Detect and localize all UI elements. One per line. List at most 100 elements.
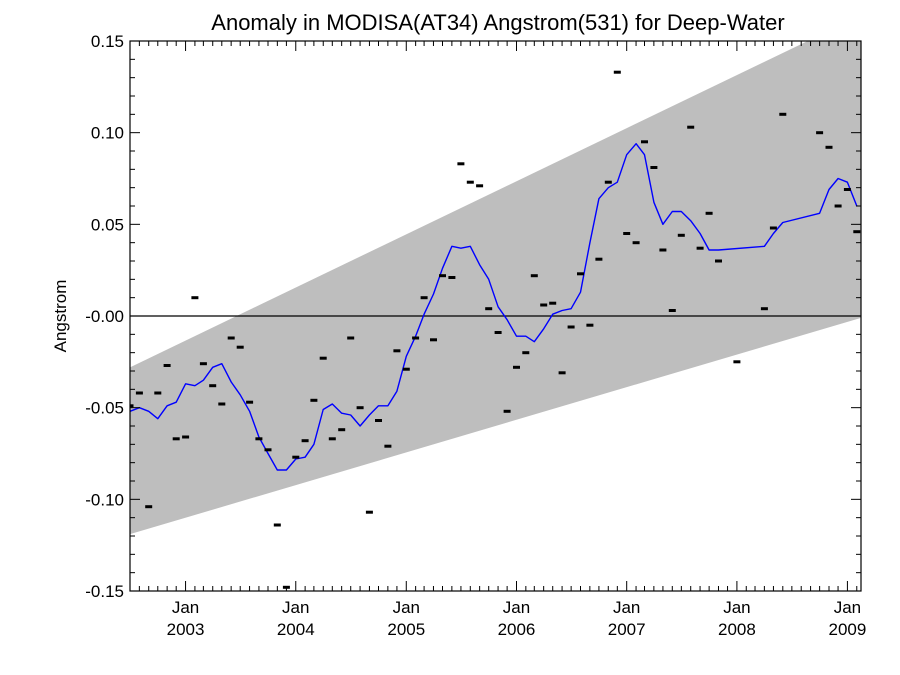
data-point bbox=[659, 248, 667, 252]
data-point bbox=[227, 336, 235, 340]
x-tick-month-label: Jan bbox=[172, 598, 199, 617]
data-point bbox=[650, 166, 658, 169]
data-point bbox=[430, 338, 437, 342]
data-point bbox=[595, 257, 603, 261]
chart-title: Anomaly in MODISA(AT34) Angstrom(531) fo… bbox=[211, 10, 784, 35]
x-tick-year-label: 2006 bbox=[498, 620, 536, 639]
x-tick-year-label: 2008 bbox=[718, 620, 756, 639]
data-point bbox=[154, 391, 162, 395]
trend-band bbox=[130, 41, 861, 535]
y-tick-label: 0.05 bbox=[91, 215, 124, 234]
data-point bbox=[540, 303, 548, 307]
y-tick-label: -0.10 bbox=[85, 490, 124, 509]
ticks-layer bbox=[129, 40, 861, 592]
trend-band-layer bbox=[130, 41, 861, 535]
y-axis-label: Angstrom bbox=[51, 280, 70, 353]
data-point bbox=[356, 406, 364, 410]
data-point bbox=[513, 365, 520, 369]
data-point bbox=[558, 371, 566, 375]
data-point bbox=[145, 505, 153, 509]
data-point bbox=[733, 360, 741, 364]
data-point bbox=[623, 232, 631, 235]
x-tick-month-label: Jan bbox=[282, 598, 309, 617]
y-tick-label: 0.15 bbox=[91, 32, 124, 51]
x-tick-year-label: 2007 bbox=[608, 620, 646, 639]
x-tick-year-label: 2009 bbox=[828, 620, 866, 639]
y-tick-label: -0.05 bbox=[85, 399, 124, 418]
data-point bbox=[705, 211, 713, 215]
data-point bbox=[641, 140, 648, 144]
smooth-line bbox=[130, 142, 858, 471]
data-point bbox=[816, 131, 824, 135]
data-point bbox=[448, 276, 456, 279]
x-tick-year-label: 2005 bbox=[387, 620, 425, 639]
data-point bbox=[843, 188, 851, 191]
data-point bbox=[292, 455, 300, 459]
data-point bbox=[825, 145, 833, 149]
data-point bbox=[319, 356, 327, 360]
data-point bbox=[246, 400, 254, 404]
data-point bbox=[420, 296, 428, 300]
data-point bbox=[715, 259, 722, 263]
data-point bbox=[402, 367, 410, 371]
data-point bbox=[199, 362, 207, 366]
data-point bbox=[375, 419, 382, 422]
tick-labels-layer: -0.15 -0.10 -0.05 -0.00 0.05 0.10 0.15 Jan 2003 J… bbox=[85, 32, 866, 639]
data-point bbox=[476, 184, 484, 188]
data-point bbox=[668, 309, 676, 312]
data-point bbox=[530, 274, 538, 278]
data-point bbox=[393, 349, 401, 353]
data-point bbox=[586, 323, 594, 327]
x-tick-year-label: 2003 bbox=[167, 620, 205, 639]
data-point bbox=[191, 296, 199, 300]
data-point bbox=[632, 241, 640, 245]
data-point bbox=[209, 384, 217, 388]
data-point bbox=[163, 364, 171, 367]
x-tick-month-label: Jan bbox=[723, 598, 750, 617]
data-point bbox=[549, 301, 557, 305]
data-point bbox=[696, 246, 704, 250]
x-tick-month-label: Jan bbox=[503, 598, 530, 617]
x-tick-month-label: Jan bbox=[393, 598, 420, 617]
data-point bbox=[687, 125, 695, 129]
data-point bbox=[384, 444, 392, 448]
data-point bbox=[522, 351, 530, 355]
data-point bbox=[457, 162, 465, 166]
data-point bbox=[494, 331, 502, 334]
data-point bbox=[172, 437, 180, 441]
data-point bbox=[135, 391, 143, 395]
data-point bbox=[338, 428, 346, 432]
data-point bbox=[760, 307, 768, 311]
data-point bbox=[485, 307, 493, 311]
data-point bbox=[604, 180, 612, 184]
data-point bbox=[328, 437, 336, 441]
y-tick-label: -0.00 bbox=[85, 307, 124, 326]
data-point bbox=[218, 402, 226, 406]
data-point bbox=[365, 510, 373, 514]
smooth-line-layer bbox=[130, 142, 858, 471]
x-tick-month-label: Jan bbox=[834, 598, 861, 617]
data-point bbox=[301, 439, 309, 443]
data-point bbox=[347, 336, 355, 340]
data-point bbox=[255, 437, 263, 441]
data-point bbox=[577, 272, 584, 276]
data-point bbox=[769, 226, 777, 230]
data-point bbox=[834, 204, 842, 208]
data-point bbox=[567, 325, 575, 329]
x-tick-month-label: Jan bbox=[613, 598, 640, 617]
data-point bbox=[264, 448, 272, 452]
data-point bbox=[273, 523, 281, 527]
data-point bbox=[182, 435, 190, 439]
data-point bbox=[439, 274, 446, 278]
data-point bbox=[236, 345, 244, 349]
data-points-layer bbox=[130, 70, 861, 589]
data-point bbox=[310, 398, 318, 402]
data-point bbox=[466, 180, 474, 184]
data-point bbox=[412, 336, 420, 340]
data-point bbox=[613, 70, 621, 74]
data-point bbox=[853, 230, 861, 234]
data-point bbox=[130, 404, 134, 408]
data-point bbox=[677, 233, 685, 237]
data-point bbox=[779, 112, 787, 116]
